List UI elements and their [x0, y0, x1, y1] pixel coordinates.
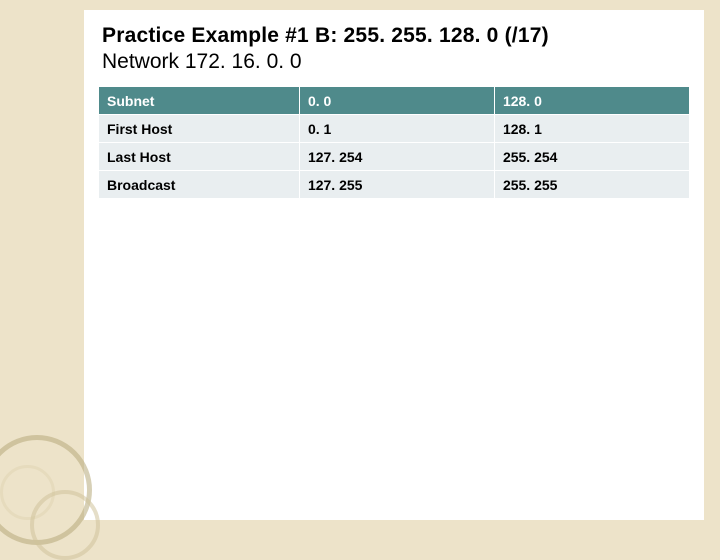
cell: First Host — [99, 115, 300, 143]
title-block: Practice Example #1 B: 255. 255. 128. 0 … — [84, 10, 704, 82]
cell: 0. 1 — [299, 115, 494, 143]
cell: Last Host — [99, 143, 300, 171]
subnet-table-wrap: Subnet 0. 0 128. 0 First Host 0. 1 128. … — [84, 82, 704, 199]
cell: 255. 255 — [494, 171, 689, 199]
table-header-row: Subnet 0. 0 128. 0 — [99, 87, 690, 115]
cell: 127. 255 — [299, 171, 494, 199]
col-header-1: 0. 0 — [299, 87, 494, 115]
table-row: Broadcast 127. 255 255. 255 — [99, 171, 690, 199]
table-row: Last Host 127. 254 255. 254 — [99, 143, 690, 171]
subnet-table: Subnet 0. 0 128. 0 First Host 0. 1 128. … — [98, 86, 690, 199]
slide-panel: Practice Example #1 B: 255. 255. 128. 0 … — [84, 10, 704, 520]
cell: Broadcast — [99, 171, 300, 199]
decorative-ring-icon — [30, 490, 100, 560]
table-row: First Host 0. 1 128. 1 — [99, 115, 690, 143]
col-header-2: 128. 0 — [494, 87, 689, 115]
title-line-1: Practice Example #1 B: 255. 255. 128. 0 … — [102, 24, 686, 48]
cell: 127. 254 — [299, 143, 494, 171]
col-header-0: Subnet — [99, 87, 300, 115]
cell: 255. 254 — [494, 143, 689, 171]
cell: 128. 1 — [494, 115, 689, 143]
title-line-2: Network 172. 16. 0. 0 — [102, 50, 686, 74]
